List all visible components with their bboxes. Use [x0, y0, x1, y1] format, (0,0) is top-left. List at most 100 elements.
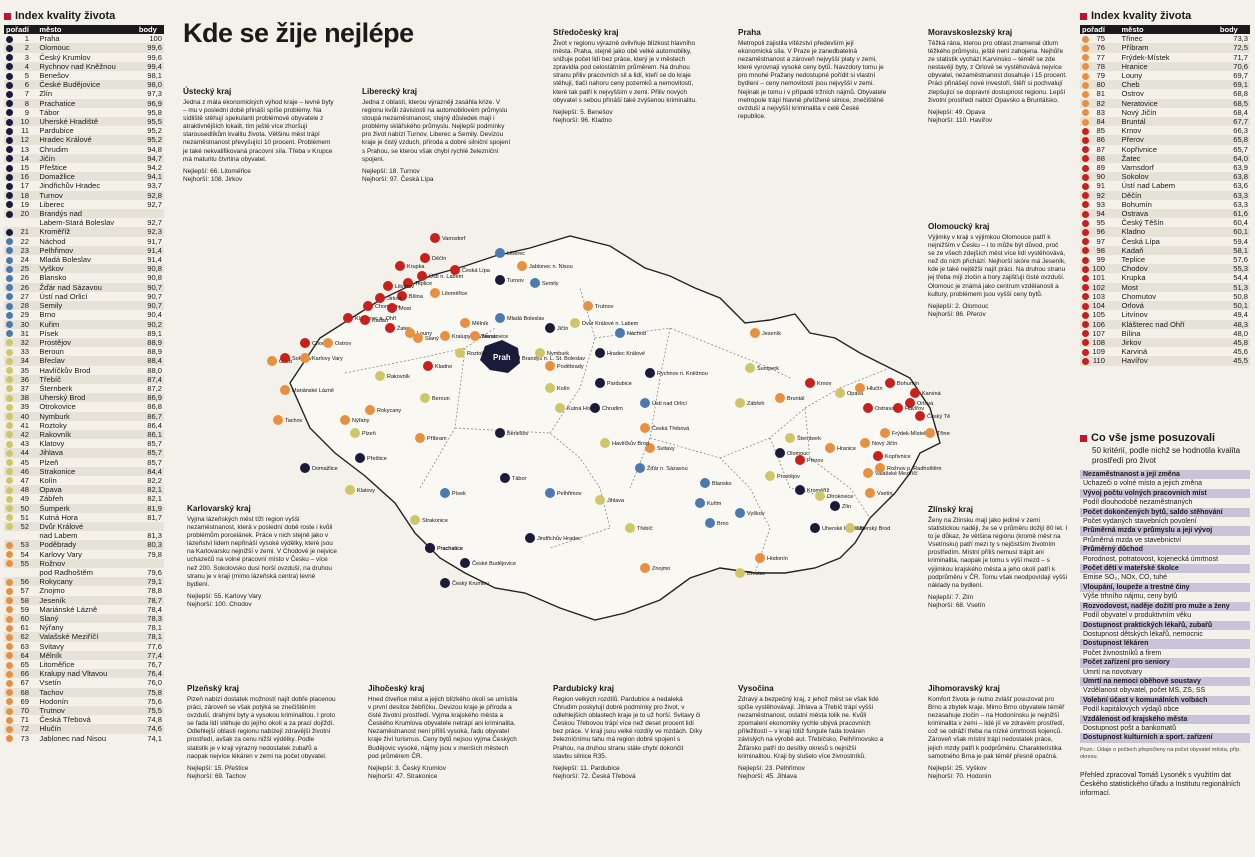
- criteria-item: Úmrtí na nemoci oběhové soustavy: [1080, 676, 1250, 687]
- map-city-dot: [495, 313, 505, 323]
- city-cell: Turnov: [37, 190, 137, 200]
- map-city-label: Bruntál: [787, 396, 804, 402]
- criteria-item: Podíl obyvatel v produktivním věku: [1080, 611, 1250, 621]
- category-dot-icon: [1082, 284, 1089, 292]
- city-cell: Domažlice: [37, 172, 137, 182]
- score-cell: 68,5: [1217, 98, 1250, 108]
- table-row: 30 Kuřim 90,2: [4, 319, 164, 329]
- city-cell: Chrudim: [39, 144, 69, 154]
- rank-number: 56: [20, 577, 29, 587]
- article-title: Jihočeský kraj: [368, 684, 425, 693]
- map-city-dot: [267, 356, 277, 366]
- map-city-dot: [795, 455, 805, 465]
- headline: Kde se žije nejlépe: [183, 18, 414, 48]
- score-cell: 63,8: [1217, 172, 1250, 182]
- rank-number: 78: [1096, 61, 1105, 71]
- category-dot-icon: [6, 155, 13, 163]
- rank-number: 94: [1096, 209, 1105, 219]
- map-city-label: Bílina: [409, 294, 424, 300]
- table-row: 78 Hranice 70,6: [1080, 61, 1250, 72]
- article-title: Ústecký kraj: [183, 87, 232, 96]
- map-city-label: Písek: [452, 491, 466, 497]
- rank-number: 96: [1096, 227, 1105, 237]
- map-city-label: Opava: [847, 391, 864, 397]
- criteria-item: Počet vydaných stavebních povolení: [1080, 517, 1250, 527]
- article-worst: Nejhorší: 69. Tachov: [187, 772, 247, 780]
- score-cell: 77,6: [147, 641, 162, 651]
- table-row: 9 Tábor 95,8: [4, 108, 164, 117]
- score-cell: 75,8: [136, 687, 164, 697]
- table-row: 56 Rokycany 79,1: [4, 577, 164, 587]
- map-city-label: Frýdek-Místek: [892, 431, 927, 437]
- map-city-label: Poděbrady: [557, 364, 584, 370]
- category-dot-icon: [6, 72, 13, 80]
- criteria-subtitle: 50 kritérií, podle nichž se hodnotila kv…: [1092, 446, 1241, 465]
- rank-number: 28: [20, 301, 29, 311]
- rank-cell: 80: [1080, 80, 1120, 90]
- map-city-label: Otrokovice: [827, 494, 853, 500]
- city-cell: Most: [1119, 282, 1218, 292]
- map-city-dot: [440, 578, 450, 588]
- city-cell: Žďár nad Sázavou: [37, 282, 137, 292]
- table-row: 98 Kadaň 58,1: [1080, 245, 1250, 256]
- category-dot-icon: [6, 136, 13, 144]
- category-dot-icon: [1082, 302, 1089, 310]
- category-dot-icon: [6, 587, 13, 595]
- map-city-label: Třinec: [937, 431, 950, 437]
- rank-number: 97: [1096, 236, 1105, 246]
- rank-cell: 69: [4, 697, 37, 706]
- map-city-label: Šternberk: [797, 435, 821, 442]
- article-best: Nejlepší: 25. Vyškov: [928, 764, 987, 772]
- map-city-label: Prachatice: [437, 546, 463, 552]
- map-city-dot: [695, 498, 705, 508]
- criteria-item: Volební účast v komunálních volbách: [1080, 695, 1250, 706]
- rank-number: 54: [20, 549, 29, 559]
- map-city-dot: [555, 403, 565, 413]
- criteria-item: Dostupnost lékáren: [1080, 639, 1250, 649]
- rank-cell: 93: [1080, 200, 1119, 209]
- rank-number: 98: [1096, 245, 1105, 255]
- category-dot-icon: [1082, 155, 1089, 163]
- rank-number: 39: [20, 402, 29, 412]
- city-cell: Bruntál: [1119, 117, 1218, 127]
- city-cell: Šumperk: [37, 503, 137, 513]
- map-city-label: Děčín: [432, 256, 446, 262]
- map-city-label: Liberec: [507, 251, 525, 257]
- category-dot-icon: [6, 265, 13, 273]
- map-city-label: Mariánské Lázně: [292, 388, 334, 394]
- criteria-item: Vývoj počtu volných pracovních míst: [1080, 488, 1250, 499]
- city-cell: Havířov: [1119, 356, 1218, 366]
- score-cell: 90,7: [136, 282, 164, 292]
- map-city-dot: [410, 515, 420, 525]
- table-row: 69 Hodonín 75,6: [4, 697, 164, 706]
- map-city-label: Karviná: [922, 391, 942, 397]
- city-cell: Mariánské Lázně: [39, 604, 98, 614]
- map-city-dot: [860, 438, 870, 448]
- table-row: 51 Kutná Hora 81,7: [4, 513, 164, 522]
- rank-number: 75: [1096, 34, 1105, 44]
- table-row: 23 Pelhřimov 91,4: [4, 245, 164, 256]
- table-row: 48 Opava 82,1: [4, 485, 164, 495]
- score-cell: 90,2: [136, 319, 164, 329]
- rank-cell: 40: [4, 411, 38, 421]
- city-cell: Znojmo: [39, 586, 65, 596]
- table-row: 62 Valašské Meziříčí 78,1: [4, 632, 164, 642]
- table-row: 66 Kralupy nad Vltavou 76,4: [4, 669, 164, 679]
- rank-cell: 97: [1080, 237, 1119, 246]
- map-city-label: Jeseník: [762, 331, 781, 337]
- rank-cell: 21: [4, 227, 38, 237]
- category-dot-icon: [6, 670, 13, 678]
- city-cell: Semily: [37, 301, 137, 311]
- map-city-label: Ústí n. Labem: [429, 273, 464, 280]
- map-city-dot: [423, 361, 433, 371]
- table-row: 75 Třinec 73,3: [1080, 34, 1250, 43]
- map-city-label: Litvínov: [395, 284, 414, 290]
- city-cell: Otrokovice: [39, 402, 76, 412]
- score-cell: 69,1: [1217, 80, 1250, 90]
- score-cell: 75,6: [147, 696, 162, 706]
- rank-number: 52: [20, 521, 29, 531]
- rank-number: 22: [20, 236, 29, 246]
- score-cell: 75,5: [136, 706, 164, 716]
- map-city-dot: [375, 293, 385, 303]
- map-city-dot: [910, 388, 920, 398]
